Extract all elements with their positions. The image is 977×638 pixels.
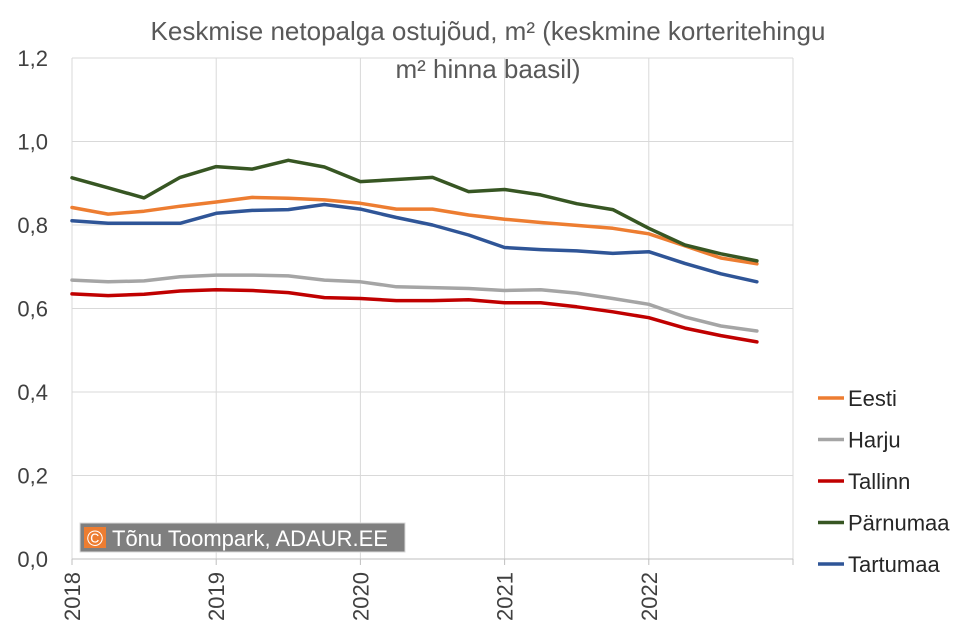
series-line-0 [70,195,759,266]
legend-label: Tartumaa [848,552,940,577]
x-axis-ticks: 2018 2019 2020 2021 2022 [60,572,662,621]
legend-label: Harju [848,428,901,453]
x-tick-label: 2022 [637,572,662,621]
x-tick-label: 2021 [493,572,518,621]
y-tick-label: 1,0 [17,130,48,155]
legend-label: Pärnumaa [848,511,950,536]
y-tick-label: 0,0 [17,547,48,572]
series-lines [70,158,759,344]
x-tick-label: 2018 [60,572,85,621]
y-tick-label: 0,2 [17,464,48,489]
y-tick-label: 0,8 [17,213,48,238]
chart-title-line-2: m² hinna baasil) [396,54,581,84]
copyright-icon: © [87,526,103,551]
gridlines [71,57,794,565]
y-tick-label: 0,4 [17,380,48,405]
y-tick-label: 1,2 [17,46,48,71]
series-line-3 [70,158,759,263]
x-tick-label: 2019 [204,572,229,621]
legend: Eesti Harju Tallinn Pärnumaa Tartumaa [818,386,950,577]
series-line-4 [70,202,759,284]
x-tick-label: 2020 [348,572,373,621]
series-line-2 [70,287,759,344]
series-line-1 [70,273,759,333]
watermark: © Tõnu Toompark, ADAUR.EE [79,522,406,553]
y-tick-label: 0,6 [17,297,48,322]
y-axis-ticks: 0,0 0,2 0,4 0,6 0,8 1,0 1,2 [17,46,48,572]
chart-title-line-1: Keskmise netopalga ostujõud, m² (keskmin… [151,16,826,46]
legend-label: Eesti [848,386,897,411]
watermark-text: Tõnu Toompark, ADAUR.EE [112,526,388,551]
legend-label: Tallinn [848,469,910,494]
